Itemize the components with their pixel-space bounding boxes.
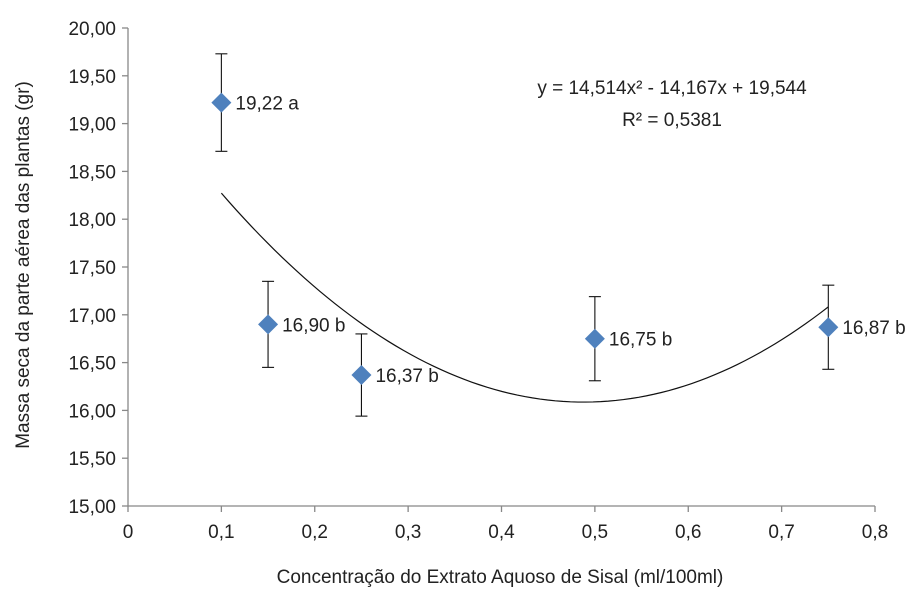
data-point-marker	[258, 314, 279, 335]
trendline-r-squared: R² = 0,5381	[622, 110, 722, 131]
data-label: 16,87 b	[842, 318, 905, 339]
x-tick-label: 0,3	[395, 522, 421, 543]
x-axis-title: Concentração do Extrato Aquoso de Sisal …	[277, 567, 724, 588]
data-point-marker	[351, 365, 372, 386]
data-point-marker	[211, 92, 232, 113]
y-tick-label: 18,50	[68, 162, 116, 183]
data-markers	[211, 92, 839, 386]
trendline-equation: y = 14,514x² - 14,167x + 19,544	[537, 78, 807, 99]
y-tick-label: 20,00	[68, 19, 116, 40]
y-axis-title: Massa seca da parte aérea das plantas (g…	[13, 81, 34, 449]
y-tick-label: 16,00	[68, 401, 116, 422]
y-axis-ticks: 15,00 15,50 16,00 16,50 17,00 17,50 18,00 18,50…	[68, 19, 128, 518]
x-tick-label: 0	[123, 522, 134, 543]
x-axis-ticks: 0 0,1 0,2 0,3 0,4 0,5 0,6 0,7 0,8	[123, 506, 888, 543]
y-tick-label: 15,50	[68, 449, 116, 470]
x-tick-label: 0,4	[488, 522, 515, 543]
x-tick-label: 0,5	[582, 522, 608, 543]
trendline	[220, 192, 829, 403]
x-tick-label: 0,6	[675, 522, 701, 543]
y-tick-label: 16,50	[68, 354, 116, 375]
y-tick-label: 18,00	[68, 210, 116, 231]
data-labels: 19,22 a 16,90 b 16,37 b 16,75 b 16,87 b	[235, 94, 905, 387]
data-point-marker	[818, 317, 839, 338]
data-label: 19,22 a	[235, 94, 299, 115]
y-tick-label: 19,50	[68, 67, 116, 88]
x-tick-label: 0,1	[208, 522, 234, 543]
x-tick-label: 0,2	[302, 522, 328, 543]
x-tick-label: 0,8	[862, 522, 888, 543]
x-tick-label: 0,7	[768, 522, 794, 543]
y-tick-label: 17,00	[68, 306, 116, 327]
y-tick-label: 19,00	[68, 115, 116, 136]
data-label: 16,90 b	[282, 315, 345, 336]
data-label: 16,75 b	[609, 330, 672, 351]
y-tick-label: 17,50	[68, 258, 116, 279]
data-point-marker	[584, 328, 605, 349]
y-tick-label: 15,00	[68, 497, 116, 518]
data-label: 16,37 b	[375, 366, 438, 387]
